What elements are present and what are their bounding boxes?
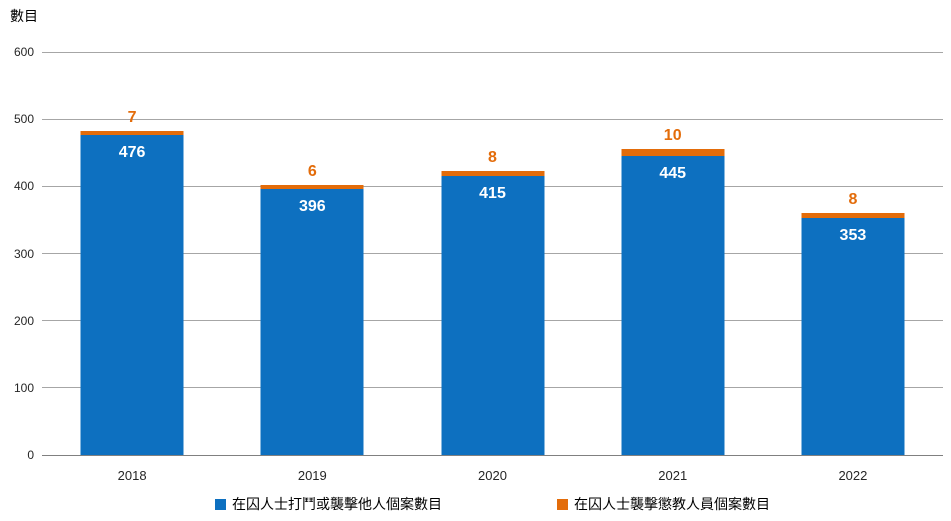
bar-top-value-label: 7 — [127, 108, 137, 126]
x-tick-label: 2019 — [297, 468, 327, 483]
legend-item-staff-assault: 在囚人士襲擊懲教人員個案數目 — [557, 494, 770, 514]
bar-inner-value-label: 415 — [479, 185, 506, 203]
bar-segment-inmate-fighting: 476 — [80, 135, 184, 455]
y-tick-label: 500 — [13, 112, 34, 127]
bar-top-value-label: 6 — [307, 163, 317, 180]
legend-label: 在囚人士打鬥或襲擊他人個案數目 — [232, 496, 442, 512]
x-tick-label: 2018 — [117, 468, 147, 483]
bar-2019: 6 396 — [260, 163, 364, 455]
y-axis-tick-labels: 0 100 200 300 400 500 600 — [0, 45, 34, 462]
y-tick-label: 600 — [13, 45, 34, 59]
x-axis-tick-labels: 2018 2019 2020 2021 2022 — [42, 468, 943, 483]
bar-top-value-label: 8 — [848, 190, 858, 208]
bar-slot-2022: 8 353 — [763, 52, 943, 455]
bar-2020: 8 415 — [441, 149, 544, 455]
bar-top-value-label: 10 — [663, 127, 682, 145]
y-tick-label: 100 — [13, 380, 34, 395]
bar-segment-staff-assault — [441, 170, 544, 177]
bar-segment-staff-assault — [80, 130, 184, 136]
legend-item-inmate-fighting: 在囚人士打鬥或襲擊他人個案數目 — [215, 494, 442, 514]
bar-segment-inmate-fighting: 353 — [801, 217, 905, 455]
y-tick-label: 300 — [13, 246, 34, 261]
bar-slot-2021: 10 445 — [583, 52, 763, 455]
legend-swatch-icon — [215, 498, 226, 510]
bar-inner-value-label: 396 — [298, 198, 326, 216]
bar-segment-staff-assault — [621, 149, 725, 157]
legend-swatch-icon — [557, 498, 568, 510]
bar-2018: 7 476 — [80, 109, 184, 455]
x-axis-line — [42, 454, 943, 456]
bar-2021: 10 445 — [621, 127, 725, 455]
bar-2022: 8 353 — [801, 191, 905, 455]
gridline — [42, 118, 943, 120]
bar-slot-2020: 8 415 — [402, 52, 582, 455]
plot-area: 7 476 6 396 8 415 10 445 8 353 — [42, 52, 943, 455]
bar-inner-value-label: 476 — [118, 144, 146, 162]
legend-label: 在囚人士襲擊懲教人員個案數目 — [574, 496, 770, 512]
bar-top-value-label: 8 — [488, 148, 497, 166]
bar-slot-2018: 7 476 — [42, 52, 222, 455]
gridline — [42, 51, 943, 53]
legend: 在囚人士打鬥或襲擊他人個案數目 在囚人士襲擊懲教人員個案數目 — [42, 494, 943, 514]
y-axis-title: 數目 — [10, 8, 38, 24]
bar-inner-value-label: 353 — [839, 226, 867, 244]
bar-segment-staff-assault — [260, 185, 364, 190]
y-tick-label: 400 — [13, 179, 34, 194]
x-tick-label: 2022 — [838, 468, 868, 483]
bar-segment-inmate-fighting: 415 — [441, 176, 544, 455]
bar-slot-2019: 6 396 — [222, 52, 402, 455]
y-tick-label: 0 — [27, 448, 34, 462]
bar-segment-inmate-fighting: 396 — [260, 189, 364, 455]
bar-inner-value-label: 445 — [659, 165, 687, 183]
bar-segment-staff-assault — [801, 212, 905, 218]
bar-segment-inmate-fighting: 445 — [621, 156, 725, 455]
x-tick-label: 2021 — [658, 468, 688, 483]
y-tick-label: 200 — [13, 313, 34, 328]
x-tick-label: 2020 — [478, 468, 507, 483]
